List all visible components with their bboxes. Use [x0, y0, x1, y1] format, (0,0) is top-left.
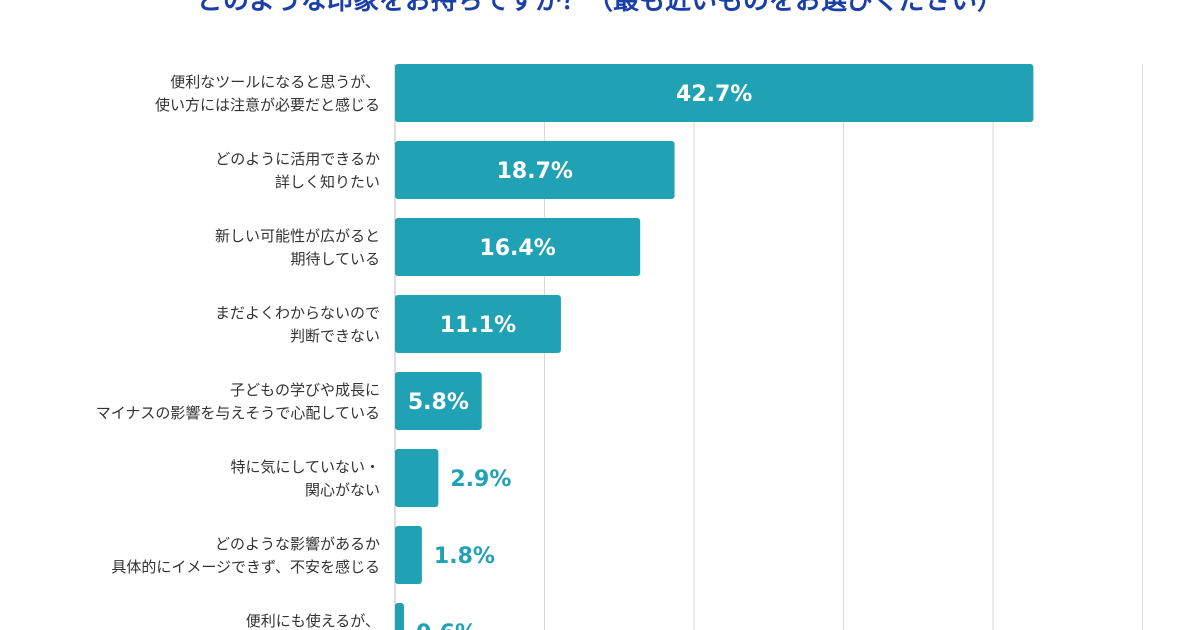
- category-label: 特に気にしていない・関心がない: [230, 458, 380, 499]
- bar: [395, 526, 422, 584]
- category-label-line: 関心がない: [305, 481, 380, 499]
- category-label-line: どのような影響があるか: [215, 535, 380, 553]
- value-label: 11.1%: [440, 313, 516, 338]
- category-label: 新しい可能性が広がると期待している: [215, 227, 380, 268]
- bar-row: どのように活用できるか詳しく知りたい 18.7%: [215, 141, 675, 199]
- category-label: まだよくわからないので判断できない: [215, 304, 380, 345]
- value-label: 2.9%: [450, 467, 511, 492]
- category-label-line: 特に気にしていない・: [230, 458, 380, 476]
- category-label-line: どのように活用できるか: [215, 150, 380, 168]
- category-label: 子どもの学びや成長にマイナスの影響を与えそうで心配している: [96, 381, 380, 422]
- category-label-line: 具体的にイメージできず、不安を感じる: [111, 558, 380, 576]
- category-label-line: マイナスの影響を与えそうで心配している: [96, 404, 380, 422]
- value-label: 0.6%: [416, 621, 477, 630]
- bar-row: どのような影響があるか具体的にイメージできず、不安を感じる 1.8%: [111, 526, 495, 584]
- bar: [395, 295, 561, 353]
- value-label: 42.7%: [676, 82, 752, 107]
- bar: [395, 372, 482, 430]
- bar-row: まだよくわからないので判断できない 11.1%: [215, 295, 561, 353]
- category-label-line: 便利にも使えるが、: [246, 612, 380, 630]
- category-label-line: 期待している: [290, 250, 380, 268]
- category-label: どのような影響があるか具体的にイメージできず、不安を感じる: [111, 535, 380, 576]
- bar-row: 新しい可能性が広がると期待している 16.4%: [215, 218, 641, 276]
- value-label: 18.7%: [497, 159, 573, 184]
- category-label: 便利にも使えるが、: [246, 612, 380, 630]
- bar-row: 便利にも使えるが、 0.6%: [246, 603, 477, 630]
- chart-title: どのような印象をお持ちですか？（最も近いものをお選びください）: [196, 0, 1003, 16]
- bar: [395, 449, 439, 507]
- value-label: 1.8%: [434, 544, 495, 569]
- bar-row: 特に気にしていない・関心がない 2.9%: [230, 449, 511, 507]
- category-label-line: まだよくわからないので: [215, 304, 380, 322]
- category-label: 便利なツールになると思うが、使い方には注意が必要だと感じる: [155, 73, 380, 114]
- category-label-line: 便利なツールになると思うが、: [170, 73, 380, 91]
- bar-row: 子どもの学びや成長にマイナスの影響を与えそうで心配している 5.8%: [96, 372, 482, 430]
- category-label-line: 新しい可能性が広がると: [215, 227, 380, 245]
- value-label: 5.8%: [408, 390, 469, 415]
- value-label: 16.4%: [479, 236, 555, 261]
- category-label-line: 詳しく知りたい: [275, 173, 380, 191]
- bar: [395, 218, 641, 276]
- bar: [395, 64, 1034, 122]
- category-label: どのように活用できるか詳しく知りたい: [215, 150, 380, 191]
- bar: [395, 603, 404, 630]
- category-label-line: 判断できない: [290, 327, 380, 345]
- bar-row: 便利なツールになると思うが、使い方には注意が必要だと感じる 42.7%: [155, 64, 1034, 122]
- bar: [395, 141, 675, 199]
- category-label-line: 子どもの学びや成長に: [230, 381, 380, 399]
- category-label-line: 使い方には注意が必要だと感じる: [155, 96, 380, 114]
